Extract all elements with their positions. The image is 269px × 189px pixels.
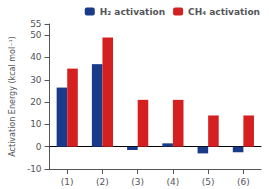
svg-text:H₂ activation: H₂ activation [100,7,165,17]
svg-text:(4): (4) [167,177,180,187]
svg-text:0: 0 [36,142,42,152]
svg-text:50: 50 [30,30,42,40]
svg-text:55: 55 [30,19,41,29]
svg-text:Activation Energy (kcal mol⁻¹): Activation Energy (kcal mol⁻¹) [8,36,17,156]
svg-text:-10: -10 [27,164,42,174]
svg-text:CH₄ activation: CH₄ activation [188,7,260,17]
svg-text:(3): (3) [131,177,144,187]
svg-text:20: 20 [30,97,42,107]
svg-text:30: 30 [30,75,42,85]
svg-text:(5): (5) [202,177,215,187]
svg-text:40: 40 [30,52,42,62]
svg-text:(6): (6) [237,177,250,187]
svg-text:10: 10 [30,119,42,129]
svg-text:(2): (2) [96,177,109,187]
svg-text:(1): (1) [61,177,74,187]
